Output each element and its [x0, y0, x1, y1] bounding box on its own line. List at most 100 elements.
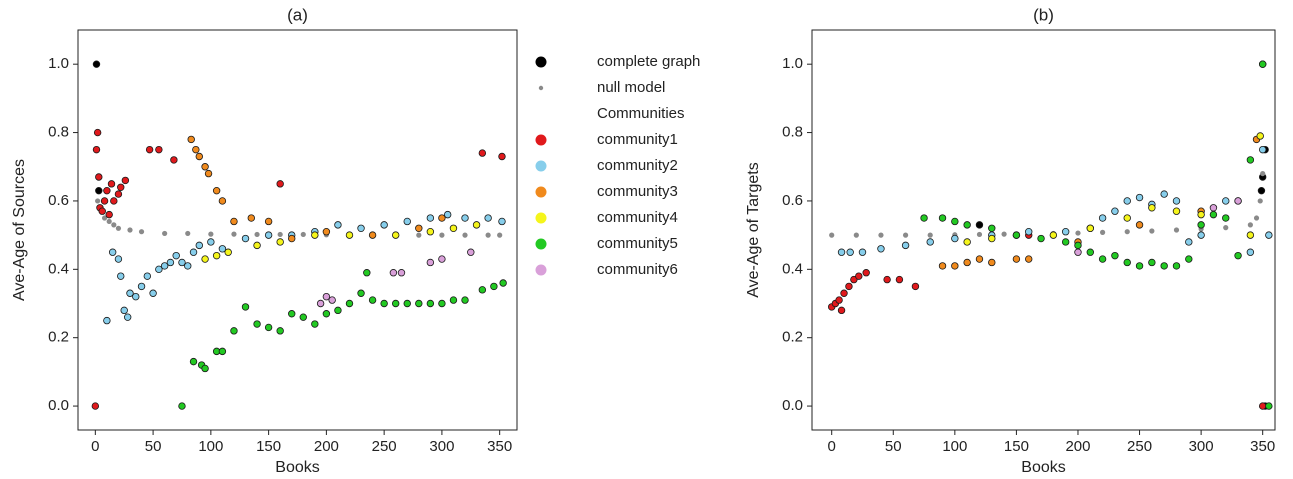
data-point [224, 248, 232, 256]
legend-marker [535, 264, 547, 276]
data-point [963, 258, 971, 267]
data-point [988, 224, 996, 232]
data-point [829, 232, 835, 238]
data-point [92, 145, 101, 154]
data-point [322, 292, 331, 301]
legend-label: community6 [597, 261, 678, 278]
data-point [438, 255, 446, 263]
data-point [264, 217, 273, 226]
data-point [1197, 221, 1205, 229]
data-point [426, 214, 435, 222]
legend-marker [535, 212, 547, 224]
y-tick-label: 0.0 [48, 397, 69, 414]
data-point [1086, 248, 1094, 256]
data-point [334, 306, 342, 315]
data-point [100, 197, 109, 205]
data-point [1061, 238, 1070, 246]
legend-label: null model [597, 79, 665, 96]
data-point [380, 299, 388, 308]
data-point [975, 221, 984, 229]
data-point [357, 289, 365, 297]
data-point [951, 234, 959, 243]
data-point [93, 128, 102, 137]
legend-marker [535, 56, 547, 68]
x-tick-label: 150 [1004, 438, 1029, 455]
data-point [1012, 231, 1021, 239]
data-point [1246, 231, 1255, 239]
legend-title: Communities [597, 105, 685, 122]
data-point [1025, 255, 1033, 263]
data-point [208, 231, 214, 237]
chart-title: (b) [1033, 5, 1054, 24]
data-point [438, 299, 446, 308]
data-point [901, 241, 910, 250]
data-point [95, 198, 101, 204]
y-axis-label: Ave-Age of Sources [11, 159, 28, 301]
data-point [162, 230, 168, 237]
data-point [299, 313, 307, 321]
data-point [416, 232, 422, 238]
data-point [207, 238, 215, 246]
data-point [1160, 190, 1168, 198]
data-point [1098, 255, 1107, 263]
data-point [443, 210, 452, 219]
data-point [253, 320, 261, 328]
y-tick-label: 0.6 [48, 192, 69, 209]
data-point [1185, 238, 1193, 246]
x-tick-label: 250 [372, 438, 397, 455]
data-point [1012, 255, 1021, 263]
x-tick-label: 150 [256, 438, 281, 455]
data-point [311, 320, 319, 328]
data-point [1247, 222, 1253, 228]
legend-label: community4 [597, 209, 678, 226]
y-tick-label: 0.6 [782, 192, 803, 209]
data-point [178, 402, 186, 410]
data-point [189, 248, 198, 256]
data-point [1086, 224, 1094, 232]
data-point [920, 214, 928, 222]
data-point [345, 231, 354, 239]
data-point [254, 231, 260, 238]
data-point [862, 269, 870, 277]
data-point [415, 299, 423, 308]
x-tick-label: 350 [487, 438, 512, 455]
data-point [107, 180, 116, 188]
data-point [490, 282, 498, 291]
data-point [1223, 225, 1229, 231]
data-point [92, 60, 101, 68]
x-tick-label: 50 [145, 438, 162, 455]
data-point [98, 207, 106, 215]
data-point [426, 228, 435, 236]
data-point [1001, 231, 1007, 237]
data-point [253, 241, 261, 250]
data-point [498, 217, 506, 226]
data-point [1258, 60, 1267, 68]
data-point [1135, 221, 1144, 229]
data-point [1209, 210, 1218, 219]
data-point [840, 289, 848, 297]
x-axis-label: Books [275, 459, 319, 476]
legend-label: community1 [597, 131, 678, 148]
data-point [106, 218, 112, 225]
data-point [911, 282, 920, 291]
data-point [403, 299, 411, 308]
data-point [1209, 204, 1218, 212]
x-tick-label: 100 [942, 438, 967, 455]
data-point [172, 251, 180, 260]
data-point [1160, 262, 1168, 270]
data-point [1256, 132, 1264, 140]
data-point [963, 221, 971, 229]
data-point [277, 231, 283, 238]
data-point [204, 169, 213, 178]
data-point [108, 248, 117, 256]
data-point [288, 310, 296, 318]
x-axis-label: Books [1021, 459, 1065, 476]
data-point [1258, 145, 1267, 154]
data-point [276, 238, 284, 246]
data-point [902, 232, 909, 238]
data-point [927, 232, 933, 238]
data-point [114, 190, 123, 198]
data-point [117, 183, 125, 191]
data-point [1265, 231, 1273, 239]
